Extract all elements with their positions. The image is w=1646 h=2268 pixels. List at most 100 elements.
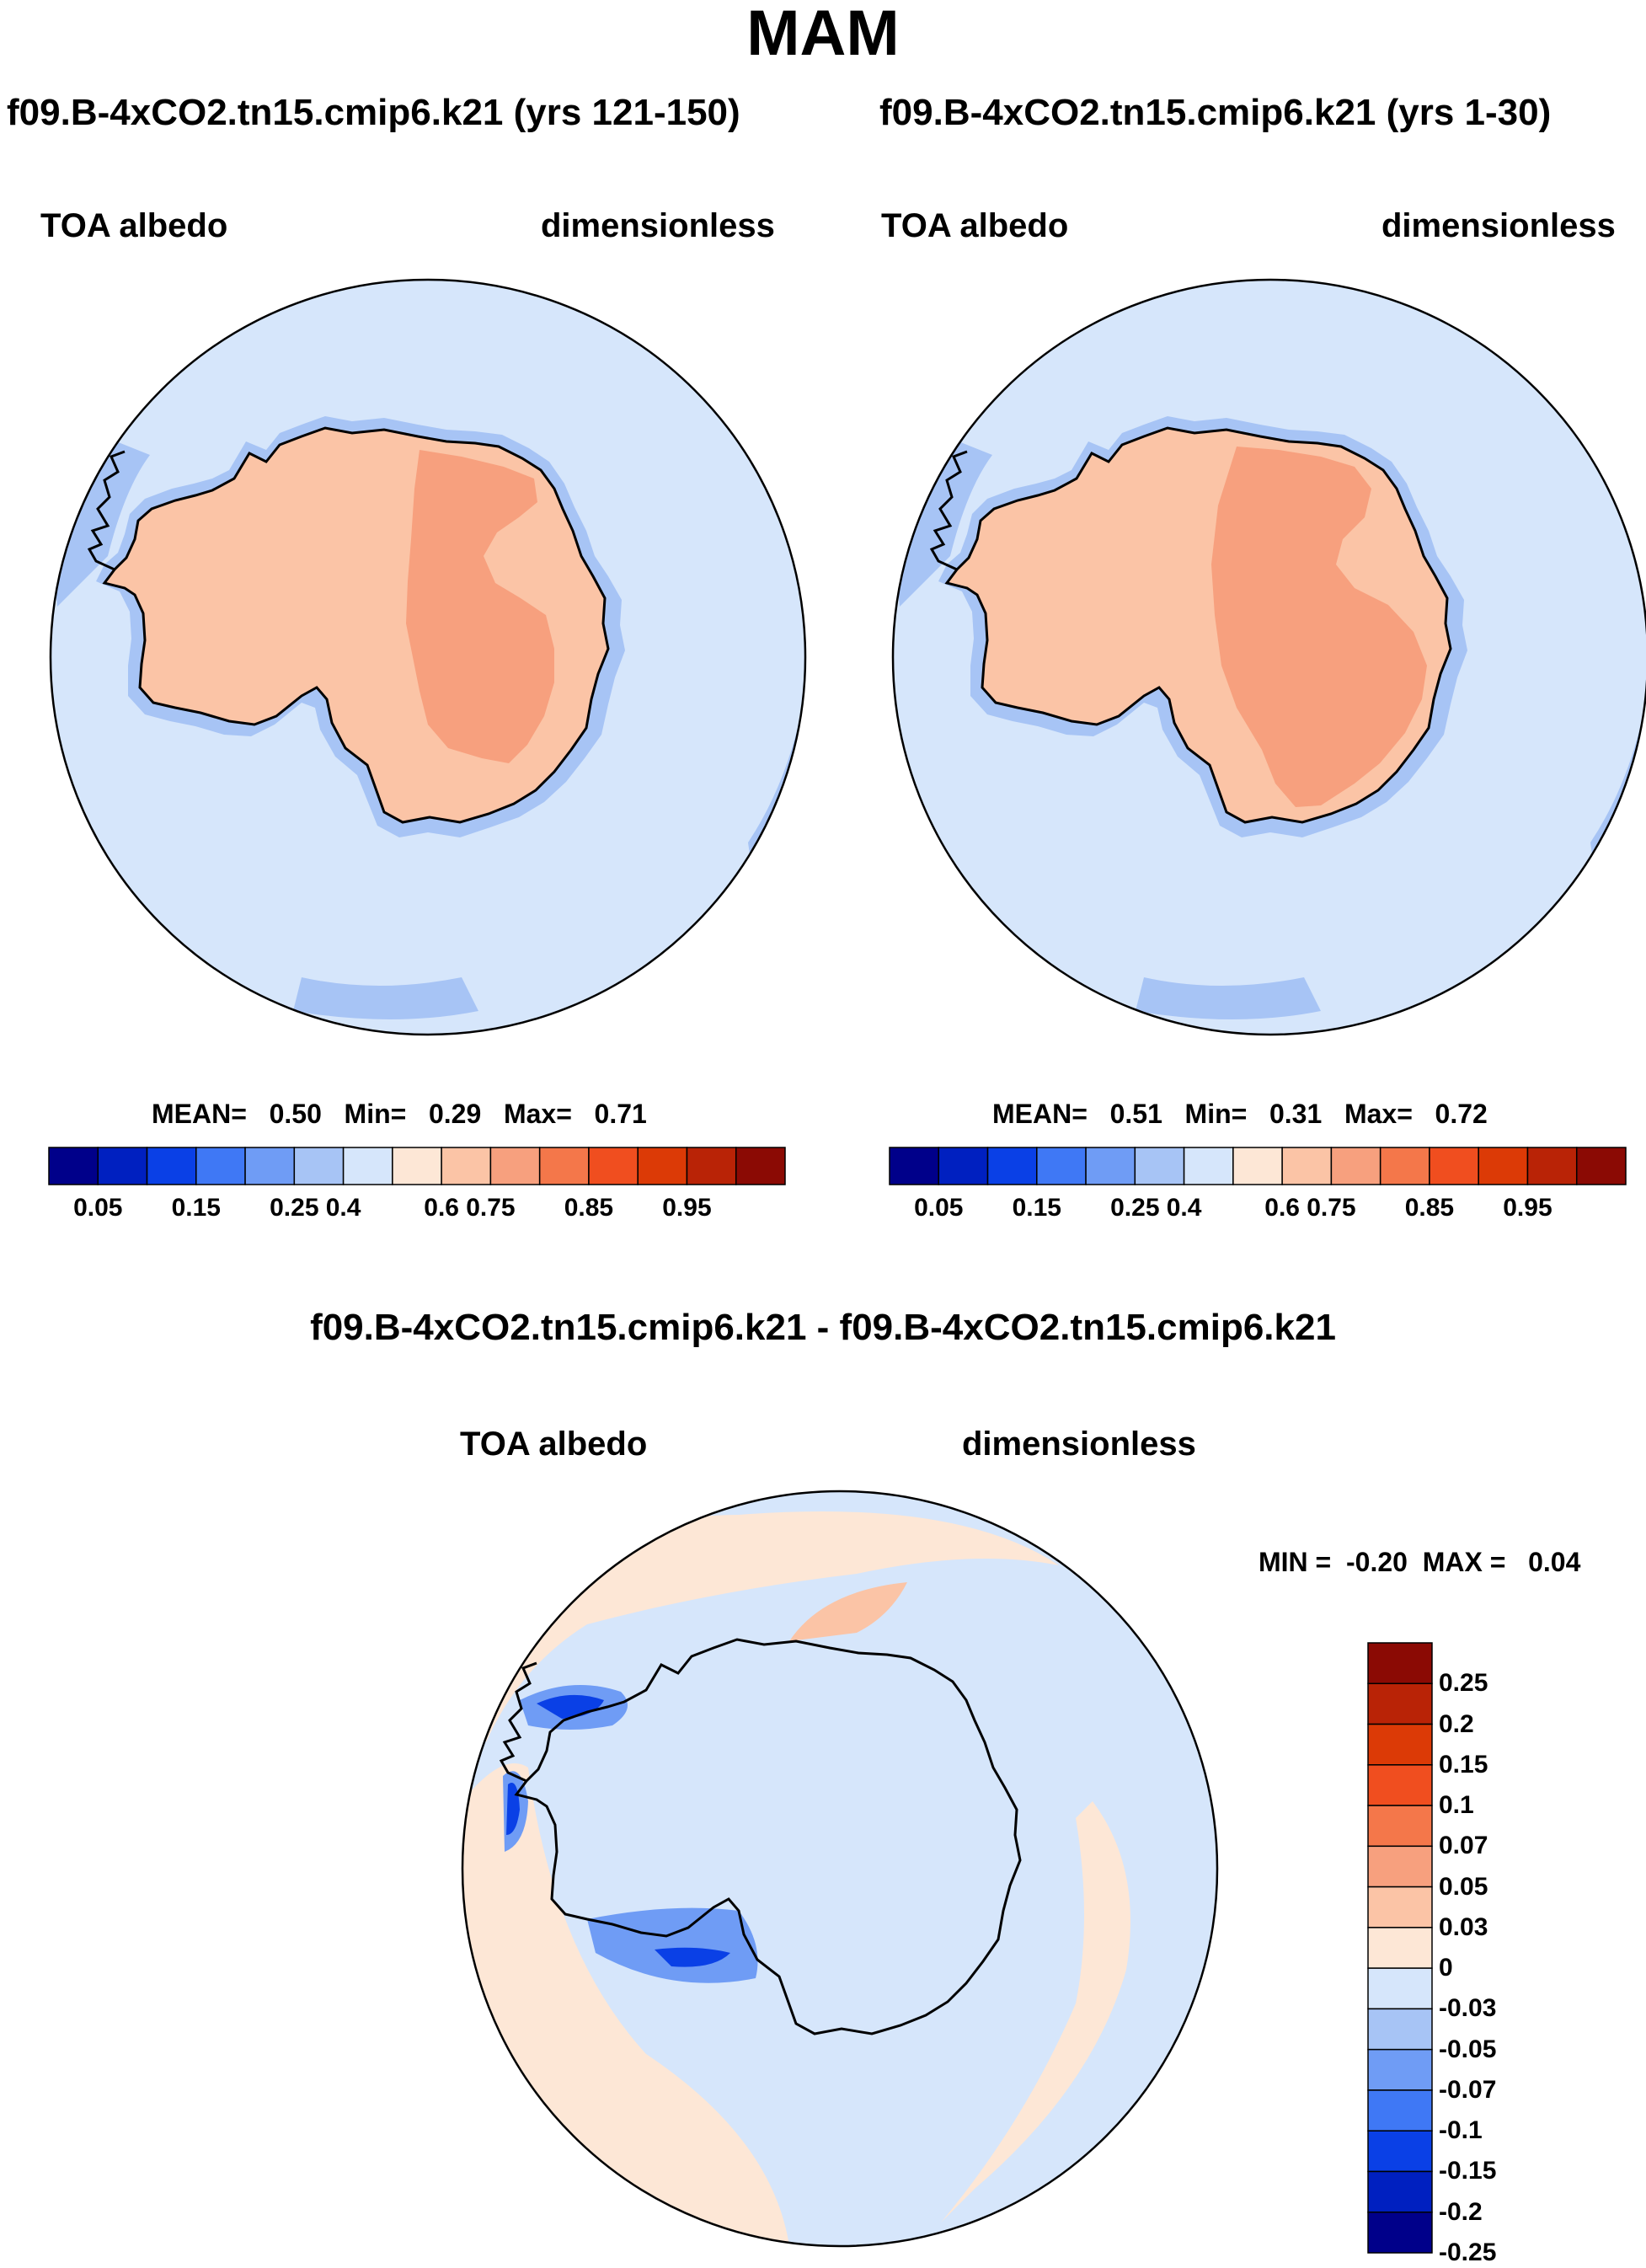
right-colorbar-tick-label: 0.95 — [1503, 1194, 1552, 1222]
left-colorbar-swatch — [637, 1147, 688, 1185]
diff-map-fill — [462, 1491, 1217, 2246]
left-colorbar-swatch — [735, 1147, 786, 1185]
diff-map-peninsula-coast — [499, 1661, 537, 1783]
right-mean-value: 0.51 — [1109, 1099, 1162, 1129]
diff-colorbar-swatch — [1367, 1642, 1433, 1685]
right-colorbar-swatch — [986, 1147, 1038, 1185]
diff-colorbar-swatch — [1367, 2048, 1433, 2091]
left-colorbar-tick-label: 0.95 — [662, 1194, 712, 1222]
left-colorbar-tick-label: 0.85 — [564, 1194, 614, 1222]
left-min-value: 0.29 — [428, 1099, 482, 1129]
diff-colorbar-tick-label: 0.05 — [1439, 1872, 1488, 1901]
diff-colorbar-swatch — [1367, 1723, 1433, 1766]
right-colorbar-swatch — [1134, 1147, 1185, 1185]
left-colorbar-swatch — [588, 1147, 639, 1185]
right-colorbar-swatch — [1330, 1147, 1381, 1185]
diff-map-positive-region — [941, 1801, 1130, 2223]
left-colorbar-swatch — [146, 1147, 197, 1185]
diff-colorbar-swatch — [1367, 1764, 1433, 1806]
diff-map-positive-patch — [789, 1582, 907, 1641]
diff-colorbar-tick-label: -0.25 — [1439, 2239, 1497, 2266]
diff-stats: MIN = -0.20 MAX = 0.04 — [1259, 1545, 1580, 1579]
right-colorbar-swatch — [1478, 1147, 1529, 1185]
diff-colorbar-swatch — [1367, 2211, 1433, 2254]
left-max-label: Max= — [503, 1099, 572, 1129]
right-map-boundary — [891, 278, 1646, 1036]
right-colorbar-tick-label: 0.6 — [1264, 1194, 1300, 1222]
right-colorbar-swatch — [938, 1147, 989, 1185]
diff-colorbar-tick-label: 0.2 — [1439, 1709, 1474, 1738]
left-map-seaice-patch — [293, 977, 478, 1019]
diff-map — [461, 1490, 1219, 2248]
diff-colorbar-swatch — [1367, 1967, 1433, 2010]
diff-colorbar-tick-label: 0.07 — [1439, 1832, 1488, 1860]
diff-colorbar — [1367, 1642, 1433, 2254]
left-min-label: Min= — [344, 1099, 407, 1129]
right-max-label: Max= — [1344, 1099, 1413, 1129]
left-colorbar-swatch — [441, 1147, 492, 1185]
right-min-value: 0.31 — [1269, 1099, 1323, 1129]
right-max-value: 0.72 — [1435, 1099, 1488, 1129]
right-min-label: Min= — [1184, 1099, 1248, 1129]
diff-colorbar-swatch — [1367, 2130, 1433, 2173]
left-colorbar-swatch — [195, 1147, 246, 1185]
left-map-boundary — [49, 278, 807, 1036]
left-panel-title: f09.B-4xCO2.tn15.cmip6.k21 (yrs 121-150) — [7, 92, 740, 133]
left-colorbar-swatch — [538, 1147, 590, 1185]
diff-colorbar-tick-label: -0.1 — [1439, 2116, 1483, 2145]
figure-title: MAM — [746, 0, 900, 69]
left-map-plateau — [406, 450, 554, 763]
right-colorbar-tick-label: 0.85 — [1404, 1194, 1455, 1222]
right-map-coastline — [944, 426, 1452, 824]
left-max-value: 0.71 — [594, 1099, 647, 1129]
left-variable-label: TOA albedo — [40, 207, 228, 244]
diff-colorbar-swatch — [1367, 1927, 1433, 1969]
diff-colorbar-tick-label: 0 — [1439, 1954, 1453, 1982]
right-colorbar-swatch — [1379, 1147, 1430, 1185]
right-colorbar-swatch — [1085, 1147, 1136, 1185]
right-colorbar-tick-label: 0.15 — [1012, 1194, 1061, 1222]
diff-colorbar-tick-label: 0.15 — [1439, 1750, 1488, 1779]
right-colorbar-tick-label: 0.75 — [1307, 1194, 1356, 1222]
left-colorbar-swatch — [48, 1147, 99, 1185]
left-units-label: dimensionless — [541, 207, 775, 244]
left-colorbar-tick-label: 0.25 — [270, 1194, 319, 1222]
left-colorbar-swatch — [489, 1147, 541, 1185]
diff-colorbar-tick-label: -0.2 — [1439, 2197, 1483, 2226]
right-colorbar-tick-label: 0.4 — [1166, 1194, 1202, 1222]
right-map-peninsula-coast — [929, 450, 968, 571]
left-colorbar-tick-label: 0.05 — [73, 1194, 123, 1222]
left-map-peninsula-coast — [87, 450, 126, 571]
left-colorbar-tick-label: 0.75 — [466, 1194, 516, 1222]
right-colorbar-swatch — [889, 1147, 940, 1185]
left-colorbar-swatch — [244, 1147, 296, 1185]
diff-colorbar-tick-label: -0.07 — [1439, 2075, 1497, 2104]
diff-units-label: dimensionless — [962, 1426, 1196, 1463]
right-mean-label: MEAN= — [992, 1099, 1088, 1129]
diff-map-boundary — [461, 1490, 1219, 2248]
left-colorbar-swatch — [342, 1147, 393, 1185]
diff-map-negative-region — [587, 1907, 758, 1983]
diff-min-label: MIN = — [1259, 1547, 1332, 1577]
diff-panel-title: f09.B-4xCO2.tn15.cmip6.k21 - f09.B-4xCO2… — [310, 1307, 1336, 1348]
diff-min-value: -0.20 — [1346, 1547, 1408, 1577]
right-units-label: dimensionless — [1381, 207, 1616, 244]
left-colorbar-swatch — [686, 1147, 737, 1185]
left-stats: MEAN= 0.50 Min= 0.29 Max= 0.71 — [152, 1097, 647, 1131]
left-map-fill — [51, 280, 805, 1035]
right-map-seaice-patch — [1136, 977, 1321, 1019]
right-colorbar-swatch — [1429, 1147, 1479, 1185]
right-map-fill — [893, 280, 1646, 1035]
right-colorbar-swatch — [1281, 1147, 1333, 1185]
right-panel-title: f09.B-4xCO2.tn15.cmip6.k21 (yrs 1-30) — [879, 92, 1552, 133]
diff-colorbar-tick-label: 0.03 — [1439, 1912, 1488, 1941]
diff-colorbar-swatch — [1367, 1682, 1433, 1725]
diff-colorbar-swatch — [1367, 2089, 1433, 2132]
diff-colorbar-tick-label: 0.1 — [1439, 1791, 1474, 1820]
diff-colorbar-swatch — [1367, 2008, 1433, 2051]
left-colorbar-tick-label: 0.6 — [424, 1194, 459, 1222]
left-colorbar — [48, 1147, 786, 1185]
right-colorbar-tick-label: 0.25 — [1110, 1194, 1160, 1222]
right-colorbar-swatch — [1232, 1147, 1283, 1185]
